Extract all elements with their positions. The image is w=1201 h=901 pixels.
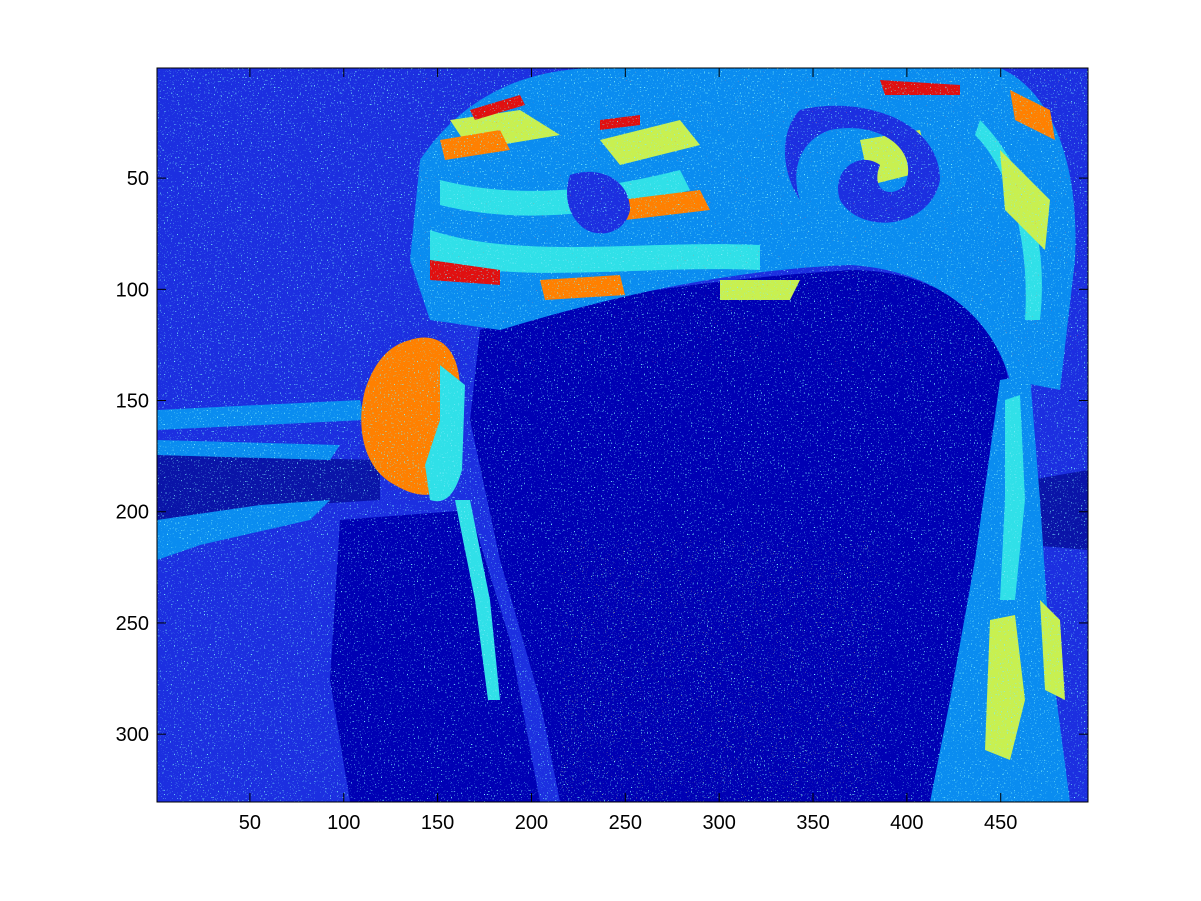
heatmap-image [157,68,1088,802]
y-tick-label: 50 [127,168,149,190]
x-tick-label: 100 [327,812,360,834]
x-tick-label: 300 [702,812,735,834]
x-tick-label: 50 [239,812,261,834]
y-tick-label: 100 [116,279,149,301]
y-tick-label: 200 [116,502,149,524]
y-axis: 50 100 150 200 250 300 [116,168,1088,746]
y-tick-label: 250 [116,613,149,635]
y-tick-label: 300 [116,724,149,746]
x-tick-label: 250 [609,812,642,834]
x-tick-label: 150 [421,812,454,834]
x-tick-label: 450 [984,812,1017,834]
y-tick-label: 150 [116,391,149,413]
x-tick-label: 400 [890,812,923,834]
x-axis: 50 100 150 200 250 300 350 400 450 [239,68,1017,834]
x-tick-label: 350 [796,812,829,834]
heatmap-speckle-red [420,68,1080,368]
x-tick-label: 200 [515,812,548,834]
plot-axes-box [156,67,1089,803]
